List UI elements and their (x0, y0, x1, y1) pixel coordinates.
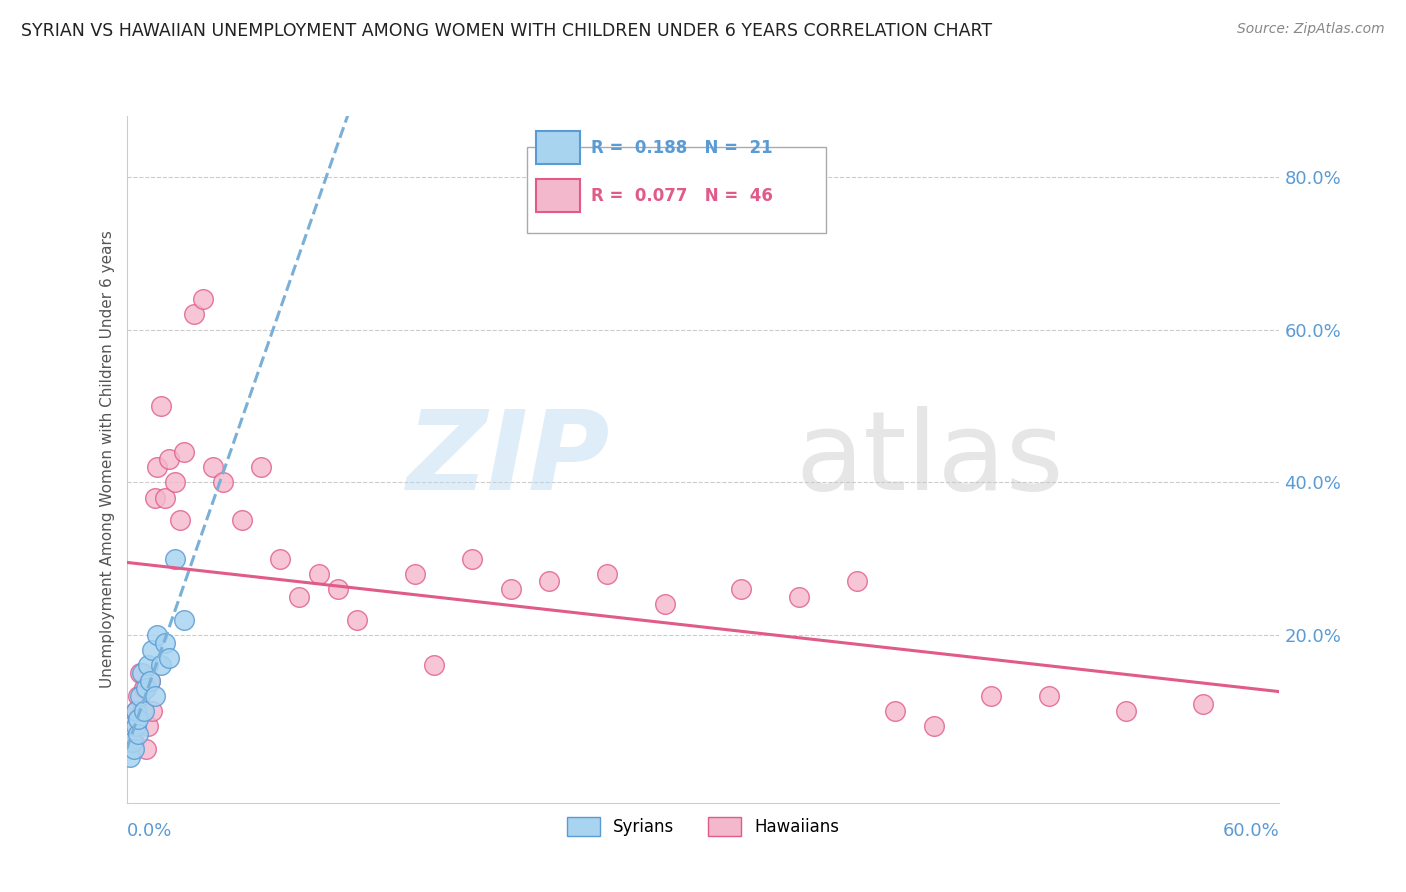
Point (138, 673, 160, 688)
Point (153, 491, 176, 505)
Point (163, 475, 186, 490)
Point (193, 292, 215, 306)
Point (423, 658, 446, 673)
Point (122, 735, 145, 749)
Point (125, 704, 148, 718)
Text: Source: ZipAtlas.com: Source: ZipAtlas.com (1237, 22, 1385, 37)
Text: 0.0%: 0.0% (127, 822, 172, 840)
Point (125, 719, 148, 733)
Point (146, 628, 169, 642)
Point (596, 566, 619, 581)
Point (157, 650, 180, 665)
Point (153, 635, 176, 649)
Text: R =  0.077   N =  46: R = 0.077 N = 46 (591, 187, 773, 205)
FancyBboxPatch shape (536, 131, 579, 164)
Text: R =  0.188   N =  21: R = 0.188 N = 21 (591, 139, 773, 157)
Point (1115, 704, 1137, 718)
Point (146, 460, 169, 475)
Point (211, 475, 233, 490)
Point (730, 582, 752, 596)
Point (135, 681, 157, 696)
Point (136, 658, 159, 673)
Point (125, 704, 148, 718)
Point (461, 551, 484, 566)
Point (132, 681, 155, 696)
Point (173, 444, 195, 458)
Point (1038, 689, 1060, 703)
Point (129, 689, 152, 703)
Point (499, 582, 522, 596)
Point (288, 590, 311, 604)
Point (135, 742, 157, 756)
Point (163, 551, 186, 566)
Point (1191, 697, 1213, 711)
Legend: Syrians, Hawaiians: Syrians, Hawaiians (560, 810, 846, 843)
Point (136, 719, 159, 733)
FancyBboxPatch shape (527, 147, 827, 233)
Point (129, 666, 152, 681)
Text: 60.0%: 60.0% (1223, 822, 1279, 840)
FancyBboxPatch shape (536, 179, 579, 212)
Point (141, 704, 163, 718)
Point (138, 673, 160, 688)
Y-axis label: Unemployment Among Women with Children Under 6 years: Unemployment Among Women with Children U… (100, 230, 115, 689)
Point (169, 513, 191, 527)
Point (127, 727, 149, 741)
Text: SYRIAN VS HAWAIIAN UNEMPLOYMENT AMONG WOMEN WITH CHILDREN UNDER 6 YEARS CORRELAT: SYRIAN VS HAWAIIAN UNEMPLOYMENT AMONG WO… (21, 22, 993, 40)
Point (127, 689, 149, 703)
Point (654, 598, 676, 612)
Point (145, 689, 166, 703)
Point (250, 460, 273, 475)
Point (404, 566, 426, 581)
Point (183, 307, 205, 321)
Text: atlas: atlas (796, 406, 1064, 513)
Point (845, 574, 868, 589)
Point (173, 613, 195, 627)
Point (127, 712, 149, 726)
Point (145, 491, 166, 505)
Point (269, 551, 291, 566)
Point (150, 658, 173, 673)
Point (884, 704, 907, 718)
Point (121, 735, 143, 749)
Point (538, 574, 561, 589)
Point (157, 452, 180, 467)
Point (120, 750, 142, 764)
Text: ZIP: ZIP (408, 406, 610, 513)
Point (231, 513, 253, 527)
Point (787, 590, 810, 604)
Point (326, 582, 349, 596)
Point (121, 719, 143, 733)
Point (202, 460, 225, 475)
Point (132, 704, 155, 718)
Point (122, 742, 145, 756)
Point (131, 666, 153, 681)
Point (980, 689, 1002, 703)
Point (922, 719, 945, 733)
Point (141, 643, 163, 657)
Point (150, 399, 173, 413)
Point (346, 613, 368, 627)
Point (308, 566, 330, 581)
Point (131, 704, 153, 718)
